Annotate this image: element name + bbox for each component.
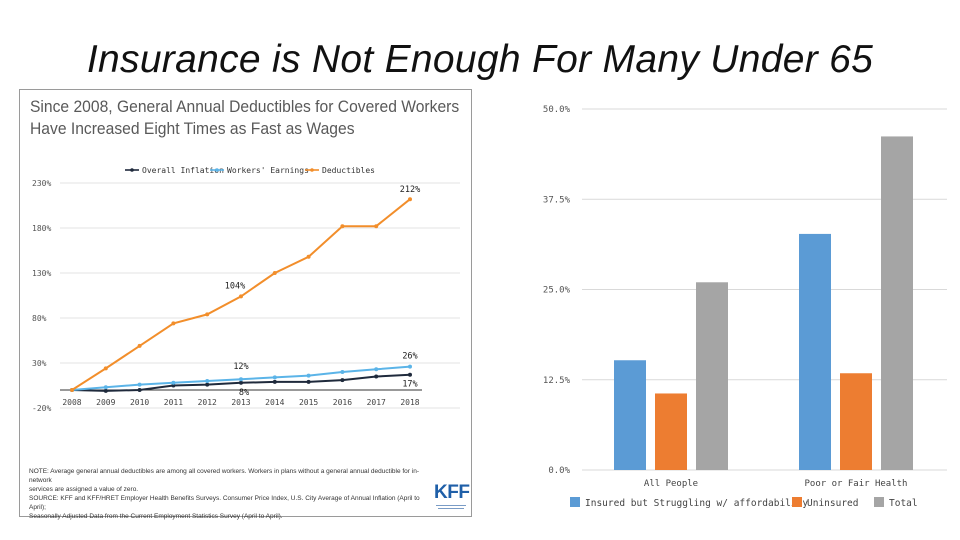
y-tick-label: 25.0% [543,286,571,296]
data-point [103,366,108,371]
y-tick-label: 37.5% [543,195,571,205]
y-tick-label: 230% [32,179,51,188]
legend-swatch [792,497,802,507]
chart-title-line-2: Have Increased Eight Times as Fast as Wa… [30,119,355,138]
data-point [239,377,243,382]
chart-title-line-1: Since 2008, General Annual Deductibles f… [30,97,460,116]
legend-label: Insured but Struggling w/ affordability [585,498,808,509]
data-point [171,380,176,385]
data-point [171,321,176,326]
data-point [205,312,210,317]
bar [881,136,913,470]
data-point [374,367,379,372]
y-tick-label: 0.0% [548,466,570,476]
data-point [103,388,108,393]
x-tick-label: 2008 [62,398,81,407]
legend-swatch [874,497,884,507]
data-point [239,294,243,299]
deductibles-chart-title: Since 2008, General Annual Deductibles f… [30,96,460,140]
y-tick-label: 80% [32,314,47,323]
data-point [306,379,311,384]
y-tick-label: 180% [32,224,51,233]
data-point [374,224,379,229]
y-tick-label: 30% [32,359,47,368]
x-tick-label: 2014 [265,398,284,407]
data-point [272,271,277,275]
x-tick-label: 2010 [130,398,149,407]
y-tick-label: -20% [32,404,51,413]
affordability-bar-chart: 50.0% 37.5% 25.0% 12.5% 0.0% All People Poor o… [543,105,947,509]
legend-label: Deductibles [322,166,375,175]
data-point [374,374,379,379]
x-tick-label: 2017 [367,398,386,407]
data-point [306,254,311,259]
x-tick-label: 2011 [164,398,183,407]
slide-title: Insurance is Not Enough For Many Under 6… [86,38,874,81]
data-label: 212% [400,185,420,195]
data-point [272,375,277,380]
data-point [103,385,108,390]
deductibles-chart-panel: Since 2008, General Annual Deductibles f… [19,89,472,520]
data-label: 26% [402,352,417,362]
data-point [408,372,412,377]
legend-item: Uninsured [792,497,858,509]
chart-note: NOTE: Average general annual deductibles… [29,467,431,521]
source-line: Seasonally Adjusted Data from the Curren… [29,513,283,520]
note-line: NOTE: Average general annual deductibles… [29,468,419,484]
legend-swatch [570,497,580,507]
data-point [340,224,345,229]
y-tick-label: 130% [32,269,51,278]
bar [696,282,728,470]
x-tick-label: Poor or Fair Health [805,479,908,489]
x-tick-label: 2016 [333,398,352,407]
x-tick-label: 2009 [96,398,115,407]
legend-label: Total [889,498,918,509]
bar [840,373,872,470]
data-point [306,373,311,378]
legend-label: Uninsured [807,498,858,509]
legend-marker [310,168,314,172]
x-tick-label: 2013 [231,398,250,407]
data-point [239,380,243,385]
x-tick-label: 2018 [400,398,419,407]
bar [655,393,687,470]
deductibles-line-chart: 230% 180% 130% 80% 30% -20% 2008 2009 2010 2011 20… [32,166,460,413]
x-tick-label: 2012 [198,398,217,407]
legend-label: Workers' Earnings [227,166,309,175]
x-tick-label: All People [644,479,698,489]
legend-item: Total [874,497,918,509]
data-point [137,388,142,392]
data-point [205,379,210,383]
legend-item: Workers' Earnings [210,166,309,175]
data-point [408,197,412,202]
y-tick-label: 12.5% [543,376,571,386]
data-point [408,364,412,369]
data-point [137,343,142,348]
data-point [137,382,142,387]
legend-label: Overall Inflation [142,166,224,175]
legend-marker [215,168,219,172]
data-point [340,378,345,383]
legend-item: Insured but Struggling w/ affordability [570,497,808,509]
data-point [70,388,74,392]
data-label: 104% [225,281,245,291]
data-point [205,382,210,387]
legend-marker [130,168,134,172]
data-point [272,379,277,384]
bar [614,360,646,470]
kff-logo-subtext-graphic [436,505,466,509]
bar [799,233,831,470]
legend-item: Overall Inflation [125,166,224,175]
y-tick-label: 50.0% [543,105,571,115]
note-line: services are assigned a value of zero. [29,486,139,493]
source-line: SOURCE: KFF and KFF/HRET Employer Health… [29,495,420,511]
data-point [340,370,345,374]
legend-item: Deductibles [305,166,375,175]
data-label: 17% [402,380,417,390]
x-tick-label: 2015 [299,398,318,407]
data-label: 8% [239,388,249,398]
data-label: 12% [233,362,248,372]
kff-logo: KFF [434,482,470,503]
